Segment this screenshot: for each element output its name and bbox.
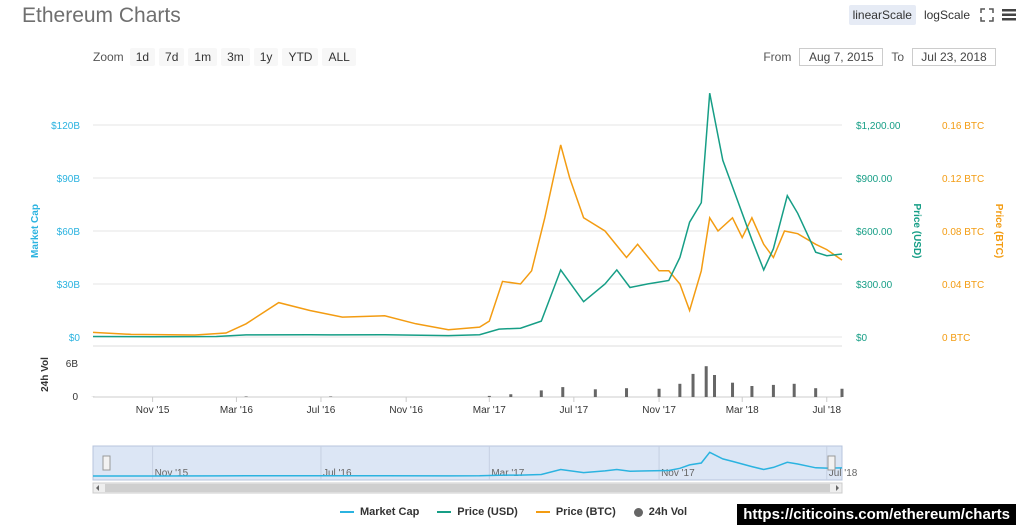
price-usd-tick: $300.00	[856, 280, 893, 291]
zoom-3m-button[interactable]: 3m	[221, 48, 250, 66]
navigator-series-line	[93, 451, 843, 477]
price-btc-tick: 0.04 BTC	[942, 280, 984, 291]
legend-item-24h-vol[interactable]: 24h Vol	[633, 506, 688, 518]
legend-label: 24h Vol	[648, 506, 688, 518]
zoom-ytd-button[interactable]: YTD	[282, 48, 319, 66]
chart-legend: Market Cap Price (USD) Price (BTC) 24h V…	[340, 506, 687, 518]
navigator-tick-label: Jul '18	[829, 468, 858, 479]
volume-swatch	[633, 507, 643, 517]
chart-toolbar: linearScale logScale	[848, 5, 1018, 25]
navigator-handle	[827, 455, 836, 471]
x-tick-label: Nov '15	[136, 405, 170, 416]
volume-bar	[814, 388, 818, 397]
navigator-window	[92, 445, 843, 481]
x-tick-label: Jul '16	[307, 405, 336, 416]
navigator-tick-label: Nov '17	[661, 468, 695, 479]
date-range: From To	[763, 48, 1004, 66]
price-btc-axis-title: Price (BTC)	[993, 204, 1004, 258]
market-cap-tick: $120B	[51, 121, 80, 132]
legend-label: Market Cap	[360, 506, 420, 518]
x-tick-label: Nov '17	[642, 405, 676, 416]
zoom-1y-button[interactable]: 1y	[253, 48, 279, 66]
volume-bar	[561, 387, 565, 397]
volume-bar	[678, 383, 682, 397]
legend-item-price-usd[interactable]: Price (USD)	[437, 506, 518, 518]
volume-bar	[840, 388, 844, 397]
volume-bar	[771, 384, 775, 397]
price-btc-line	[92, 144, 843, 336]
volume-bar	[625, 388, 629, 397]
market-cap-tick: $30B	[57, 280, 81, 291]
x-tick-label: Jul '18	[812, 405, 841, 416]
chart-canvas: $0 $0 0 BTC $30B $300.00 0.04 BTC $60B $600.00 0…	[30, 93, 1004, 494]
price-btc-tick: 0.08 BTC	[942, 227, 984, 238]
price-usd-line	[92, 93, 843, 338]
price-btc-tick: 0.12 BTC	[942, 174, 984, 185]
zoom-bar: Zoom 1d 7d 1m 3m 1y YTD ALL	[93, 48, 360, 66]
market-cap-tick: $0	[69, 333, 81, 344]
zoom-all-button[interactable]: ALL	[322, 48, 356, 66]
price-btc-swatch	[535, 511, 550, 513]
legend-item-market-cap[interactable]: Market Cap	[340, 506, 419, 518]
x-tick-label: Nov '16	[389, 405, 423, 416]
price-usd-axis-title: Price (USD)	[911, 203, 922, 258]
legend-label: Price (BTC)	[555, 506, 616, 518]
watermark-url: https://citicoins.com/ethereum/charts	[737, 504, 1016, 525]
volume-tick: 0	[72, 392, 78, 403]
volume-bar	[329, 396, 333, 397]
linear-scale-button[interactable]: linearScale	[848, 5, 916, 25]
to-date-input[interactable]	[912, 48, 996, 66]
volume-bar	[691, 373, 695, 397]
price-btc-tick: 0 BTC	[942, 333, 970, 344]
volume-bar	[750, 386, 754, 397]
log-scale-button[interactable]: logScale	[923, 8, 970, 22]
market-cap-swatch	[340, 511, 354, 513]
volume-bar	[487, 395, 491, 397]
legend-item-price-btc[interactable]: Price (BTC)	[535, 506, 616, 518]
volume-tick: 6B	[66, 359, 79, 370]
volume-bar	[704, 366, 708, 397]
scroll-right-icon	[836, 485, 839, 491]
volume-bar	[509, 394, 513, 397]
market-cap-tick: $60B	[57, 227, 81, 238]
market-cap-axis-title: Market Cap	[30, 204, 41, 258]
price-usd-tick: $900.00	[856, 174, 893, 185]
price-usd-swatch	[437, 511, 452, 513]
volume-bar	[792, 383, 796, 397]
scrollbar-thumb	[105, 484, 830, 492]
navigator-tick-label: Mar '17	[491, 468, 524, 479]
volume-bar	[539, 390, 543, 397]
legend-label: Price (USD)	[457, 506, 518, 518]
navigator-handle	[102, 455, 111, 471]
fullscreen-icon[interactable]	[978, 6, 996, 24]
volume-axis-title: 24h Vol	[40, 357, 51, 392]
page-title: Ethereum Charts	[22, 4, 181, 27]
x-tick-label: Jul '17	[560, 405, 589, 416]
zoom-7d-button[interactable]: 7d	[159, 48, 185, 66]
price-btc-tick: 0.16 BTC	[942, 121, 984, 132]
zoom-1m-button[interactable]: 1m	[188, 48, 218, 66]
market-cap-tick: $90B	[57, 174, 81, 185]
from-date-input[interactable]	[799, 48, 884, 66]
zoom-1d-button[interactable]: 1d	[129, 48, 156, 66]
zoom-label: Zoom	[93, 50, 124, 64]
to-label: To	[891, 50, 904, 64]
volume-bar	[593, 389, 597, 397]
x-tick-label: Mar '17	[473, 405, 506, 416]
navigator-tick-label: Jul '16	[323, 468, 352, 479]
volume-bar	[244, 396, 248, 397]
navigator-tick-label: Nov '15	[155, 468, 189, 479]
price-usd-tick: $1,200.00	[856, 121, 901, 132]
menu-icon[interactable]	[1000, 6, 1018, 24]
price-usd-tick: $600.00	[856, 227, 893, 238]
price-usd-tick: $0	[856, 333, 868, 344]
from-label: From	[763, 50, 792, 64]
x-tick-label: Mar '18	[726, 405, 759, 416]
volume-bar	[731, 382, 735, 397]
x-tick-label: Mar '16	[220, 405, 253, 416]
volume-bar	[657, 388, 661, 397]
scroll-left-icon	[96, 485, 99, 491]
volume-bar	[713, 375, 717, 397]
